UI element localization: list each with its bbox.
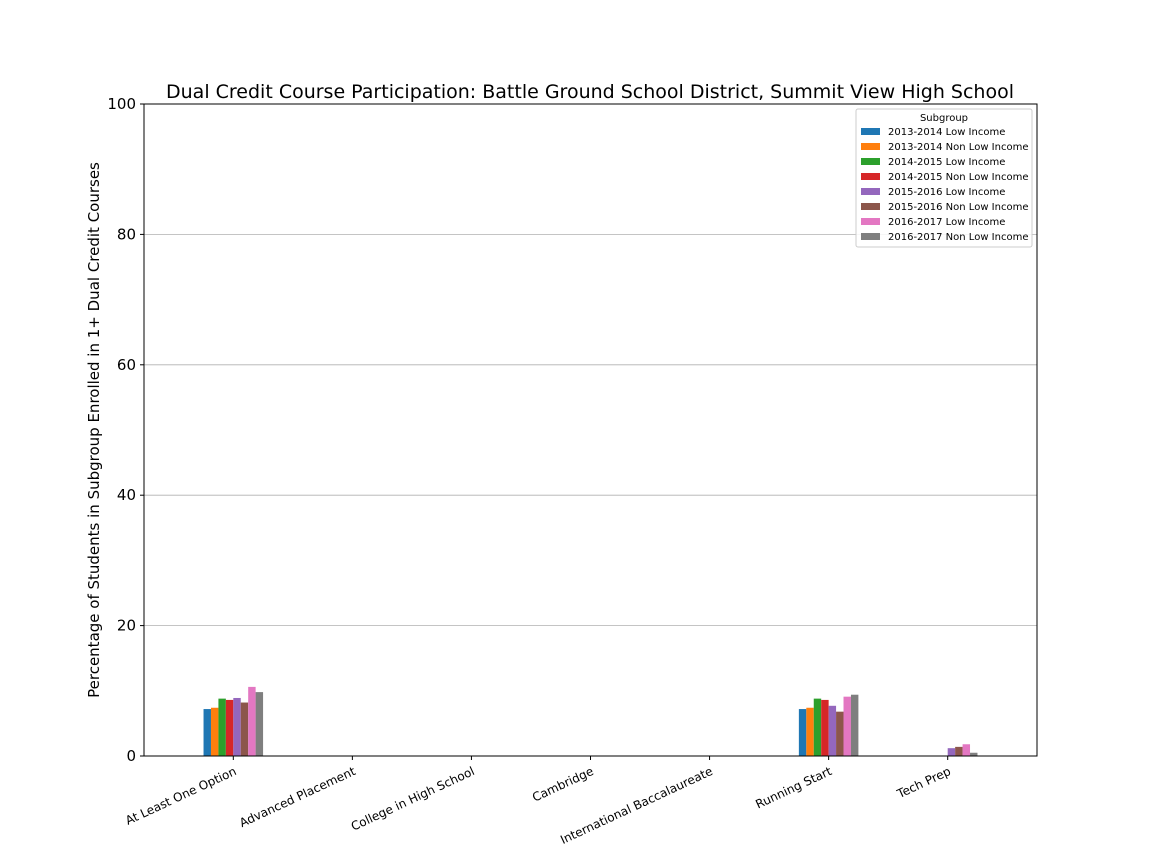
- y-tick-label: 60: [117, 356, 136, 374]
- legend-label: 2015-2016 Low Income: [888, 187, 1005, 198]
- legend-swatch: [861, 203, 880, 210]
- legend-swatch: [861, 173, 880, 180]
- gridlines: [144, 233, 1037, 626]
- legend-label: 2015-2016 Non Low Income: [888, 202, 1028, 213]
- bar: [828, 705, 837, 756]
- bar: [210, 707, 219, 756]
- bar: [248, 686, 256, 756]
- legend-label: 2014-2015 Low Income: [888, 157, 1005, 168]
- y-axis-ticks: 0 20 40 60 80 100: [107, 95, 144, 765]
- bar: [225, 699, 234, 756]
- x-tick-label: Running Start: [753, 764, 834, 812]
- legend: Subgroup 2013-2014 Low Income 2013-2014 N…: [855, 108, 1033, 248]
- chart-title: Dual Credit Course Participation: Battle…: [166, 81, 1014, 103]
- y-axis-label: Percentage of Students in Subgroup Enrol…: [85, 162, 103, 698]
- legend-title: Subgroup: [920, 113, 968, 124]
- y-tick-label: 100: [107, 95, 136, 113]
- bar: [233, 697, 241, 756]
- legend-swatch: [861, 143, 880, 150]
- bar: [806, 707, 814, 756]
- y-tick-label: 40: [117, 486, 136, 504]
- bar: [240, 702, 249, 756]
- bar: [798, 709, 807, 756]
- legend-swatch: [861, 128, 880, 135]
- bar: [962, 744, 971, 756]
- bar: [843, 696, 851, 756]
- legend-label: 2014-2015 Non Low Income: [888, 172, 1028, 183]
- bar: [955, 746, 963, 756]
- x-tick-label: At Least One Option: [123, 764, 238, 828]
- legend-label: 2013-2014 Non Low Income: [888, 142, 1028, 153]
- y-tick-label: 0: [126, 747, 136, 765]
- bars: [203, 686, 978, 756]
- bar: [203, 709, 211, 756]
- legend-box: [855, 108, 1033, 248]
- bar: [850, 694, 859, 756]
- x-tick-label: College in High School: [349, 764, 477, 834]
- y-tick-label: 20: [117, 617, 136, 635]
- legend-swatch: [861, 233, 880, 240]
- x-tick-label: Tech Prep: [894, 764, 953, 801]
- legend-swatch: [861, 188, 880, 195]
- bar: [970, 752, 978, 756]
- legend-swatch: [861, 158, 880, 165]
- x-tick-label: Advanced Placement: [237, 764, 358, 830]
- y-tick-label: 80: [117, 225, 136, 243]
- bar: [255, 692, 264, 756]
- legend-label: 2016-2017 Non Low Income: [888, 232, 1028, 243]
- bar: [813, 698, 822, 756]
- bar: [836, 711, 844, 756]
- bar: [821, 699, 829, 756]
- legend-label: 2016-2017 Low Income: [888, 217, 1005, 228]
- bar: [947, 748, 956, 756]
- x-tick-label: Cambridge: [530, 764, 596, 805]
- legend-label: 2013-2014 Low Income: [888, 127, 1005, 138]
- legend-swatch: [861, 218, 880, 225]
- bar: [218, 698, 226, 756]
